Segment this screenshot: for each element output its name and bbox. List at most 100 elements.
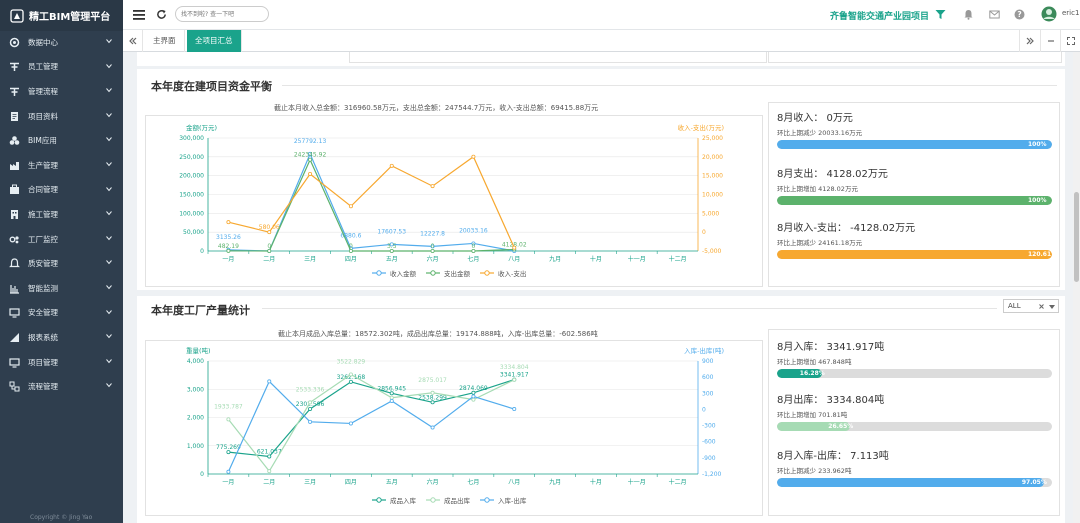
y2-tick-label: 25,000 (702, 135, 723, 142)
stat-comparison: 环比上期减少 24161.18万元 (777, 239, 863, 247)
mail-icon[interactable] (989, 9, 1000, 20)
data-point (348, 248, 353, 253)
chevron-down-icon (106, 88, 112, 93)
sidebar-item[interactable]: 生产管理 (0, 153, 123, 178)
minus-icon (1047, 40, 1054, 42)
x-tick-label: 一月 (222, 479, 234, 486)
sidebar-item[interactable]: 项目资料 (0, 104, 123, 129)
progress-bar: 100% (777, 140, 1052, 149)
x-tick-label: 一月 (222, 256, 234, 263)
construction-icon (11, 209, 18, 219)
tab-close-button[interactable] (1040, 30, 1060, 52)
x-tick-label: 十二月 (669, 255, 687, 263)
sidebar-item-label: 质安管理 (28, 259, 58, 269)
stat-comparison: 环比上期减少 233.962吨 (777, 467, 852, 475)
sidebar-item[interactable]: 工厂监控 (0, 227, 123, 252)
tab-scroll-left-button[interactable] (123, 30, 143, 52)
legend-label: 入库-出库 (498, 496, 527, 505)
top-bar: 齐鲁智能交通产业园项目 ? eric1 (123, 0, 1080, 30)
data-point (512, 245, 517, 250)
previous-panel-remnant (137, 52, 1065, 66)
x-tick-label: 四月 (345, 256, 357, 263)
progress-bar: 26.65% (777, 422, 1052, 431)
workflow-icon (10, 87, 19, 96)
sidebar-item[interactable]: 质安管理 (0, 251, 123, 276)
monitor-icon (10, 284, 19, 294)
sidebar-item[interactable]: 管理流程 (0, 79, 123, 104)
bell-icon[interactable] (963, 9, 974, 20)
stat-title: 8月入库： 3341.917吨 (777, 342, 885, 353)
fullscreen-button[interactable] (1060, 30, 1080, 52)
y2-tick-label: 600 (702, 374, 714, 381)
series-line (228, 379, 515, 458)
sidebar-item-label: 合同管理 (28, 185, 58, 195)
x-tick-label: 十一月 (628, 255, 646, 263)
sidebar-item[interactable]: 项目管理 (0, 350, 123, 375)
output-chart: 重量(吨) 入库-出库(吨) 0 1,000 2,000 3,000 4,000 -1,200… (186, 346, 724, 505)
sidebar-item-label: 数据中心 (28, 37, 58, 47)
x-tick-label: 十二月 (669, 478, 687, 486)
sidebar-item[interactable]: 智能监测 (0, 276, 123, 301)
avatar[interactable] (1041, 6, 1057, 22)
tab-main[interactable]: 主界面 (145, 30, 185, 52)
data-point (430, 390, 435, 395)
chevron-down-icon (106, 358, 112, 364)
data-label: 482.19 (218, 243, 239, 250)
project-filter-select[interactable]: ALL (1003, 299, 1059, 313)
sidebar-item-label: 报表系统 (28, 332, 58, 342)
title-divider (282, 85, 1057, 86)
legend-marker (376, 497, 382, 503)
data-label: 2533.336 (296, 386, 325, 393)
sidebar-item-label: BIM应用 (28, 136, 57, 146)
search-input[interactable] (175, 6, 269, 22)
sidebar-item[interactable]: 员工管理 (0, 55, 123, 80)
y-axis-title: 重量(吨) (186, 346, 211, 355)
y2-tick-label: -300 (702, 423, 716, 430)
clear-icon[interactable] (1039, 304, 1044, 309)
x-tick-label: 七月 (467, 478, 479, 486)
filter-icon[interactable] (935, 9, 946, 20)
y2-tick-label: -600 (702, 439, 716, 446)
y2-tick-label: -5,000 (702, 248, 722, 255)
data-point (512, 407, 517, 412)
y-tick-label: 0 (200, 471, 204, 478)
help-icon[interactable]: ? (1014, 9, 1025, 20)
output-stats: 8月入库： 3341.917吨 环比上期增加 467.848吨 16.28% 8月出库… (768, 329, 1060, 516)
stat-title: 8月支出： 4128.02万元 (777, 169, 888, 180)
sidebar-item[interactable]: 流程管理 (0, 374, 123, 399)
data-label: 3.5 (387, 243, 397, 250)
x-tick-label: 六月 (427, 255, 439, 263)
x-tick-label: 二月 (263, 479, 275, 486)
double-chevron-left-icon (128, 37, 136, 45)
refresh-icon[interactable] (156, 9, 167, 20)
y-tick-label: 4,000 (187, 358, 204, 365)
sidebar-item[interactable]: 安全管理 (0, 301, 123, 326)
sidebar-item[interactable]: 施工管理 (0, 202, 123, 227)
sidebar-item[interactable]: 数据中心 (0, 30, 123, 55)
data-point (471, 241, 476, 246)
tab-scroll-right-button[interactable] (1019, 30, 1039, 52)
app-logo[interactable]: 精工BIM管理平台 (0, 0, 123, 31)
progress-fill (777, 369, 822, 378)
scrollbar-thumb[interactable] (1074, 192, 1079, 282)
data-point (226, 450, 231, 455)
stat-card: 8月入库： 3341.917吨 环比上期增加 467.848吨 16.28% (777, 338, 1052, 378)
legend-label: 收入金额 (390, 269, 417, 278)
tab-all-projects-summary[interactable]: 全项目汇总 (187, 30, 242, 52)
progress-percent: 97.05% (1021, 479, 1047, 486)
sidebar-item[interactable]: BIM应用 (0, 128, 123, 153)
project-selector[interactable]: 齐鲁智能交通产业园项目 (830, 12, 930, 22)
data-point (308, 171, 313, 176)
user-name[interactable]: eric1 (1062, 9, 1080, 17)
menu-toggle-icon[interactable] (133, 9, 145, 21)
sidebar-item[interactable]: 报表系统 (0, 325, 123, 350)
data-point (389, 242, 394, 247)
stat-comparison: 环比上期增加 4128.02万元 (777, 185, 858, 193)
data-point (348, 379, 353, 384)
sidebar-item-label: 工厂监控 (28, 234, 58, 244)
sidebar-item-label: 安全管理 (28, 308, 58, 318)
x-tick-label: 九月 (549, 255, 561, 263)
scrollbar[interactable] (1073, 52, 1080, 523)
svg-text:?: ? (1017, 10, 1021, 19)
sidebar-item[interactable]: 合同管理 (0, 178, 123, 203)
